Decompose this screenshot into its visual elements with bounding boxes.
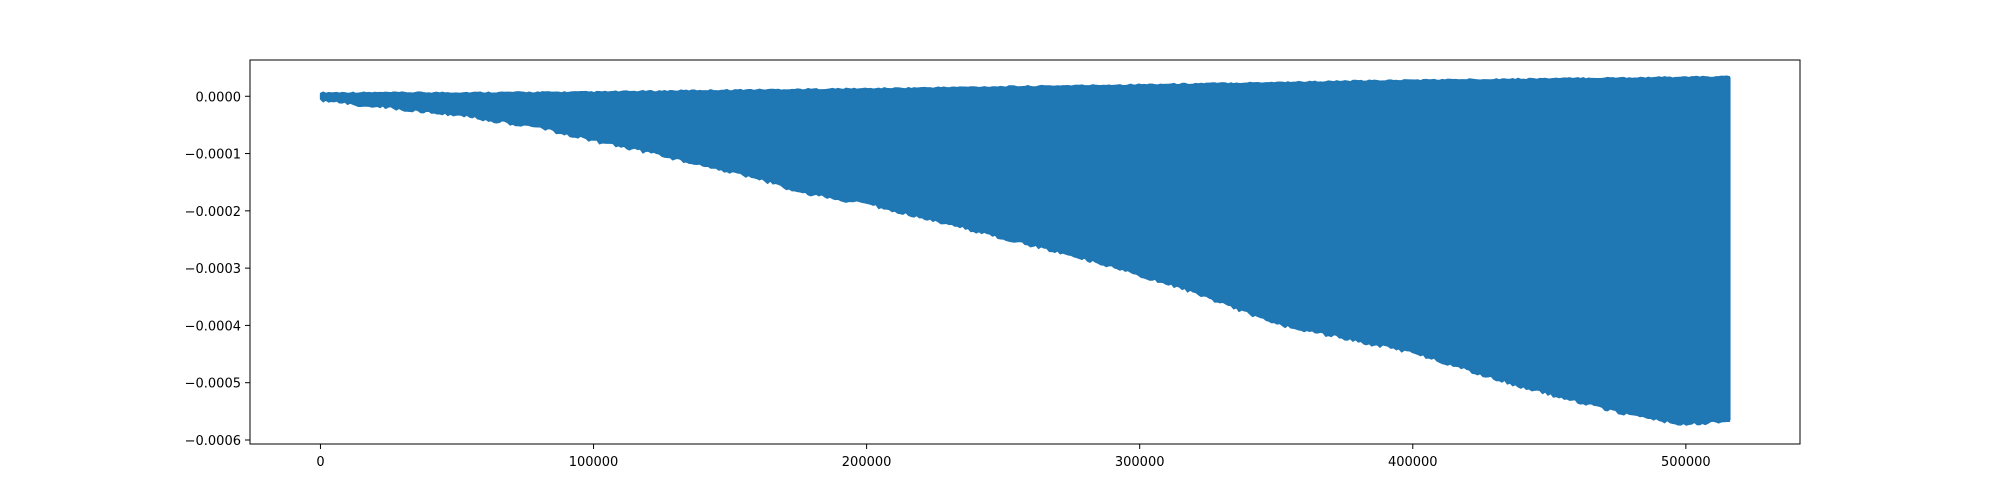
series-0-signal-band bbox=[319, 75, 1731, 426]
x-tick-label: 300000 bbox=[1115, 455, 1165, 470]
x-tick-label: 200000 bbox=[842, 455, 892, 470]
x-tick-label: 500000 bbox=[1661, 455, 1711, 470]
axes-frame bbox=[249, 59, 1801, 445]
y-tick-label: −0.0002 bbox=[185, 205, 241, 220]
y-tick-label: −0.0005 bbox=[185, 377, 241, 392]
x-tick-label: 400000 bbox=[1388, 455, 1438, 470]
y-axis: 0.0000 −0.0001 −0.0002 −0.0003 −0.0004 −0.000… bbox=[185, 90, 250, 449]
x-tick-label: 100000 bbox=[569, 455, 619, 470]
y-tick-label: −0.0006 bbox=[185, 434, 241, 449]
y-tick-label: −0.0004 bbox=[185, 319, 241, 334]
y-tick-label: −0.0003 bbox=[185, 262, 241, 277]
plot-area bbox=[319, 75, 1731, 426]
y-tick-label: −0.0001 bbox=[185, 148, 241, 163]
x-tick-label: 0 bbox=[316, 455, 324, 470]
x-axis: 0 100000 200000 300000 400000 500000 bbox=[316, 444, 1711, 470]
y-tick-label: 0.0000 bbox=[196, 90, 242, 105]
